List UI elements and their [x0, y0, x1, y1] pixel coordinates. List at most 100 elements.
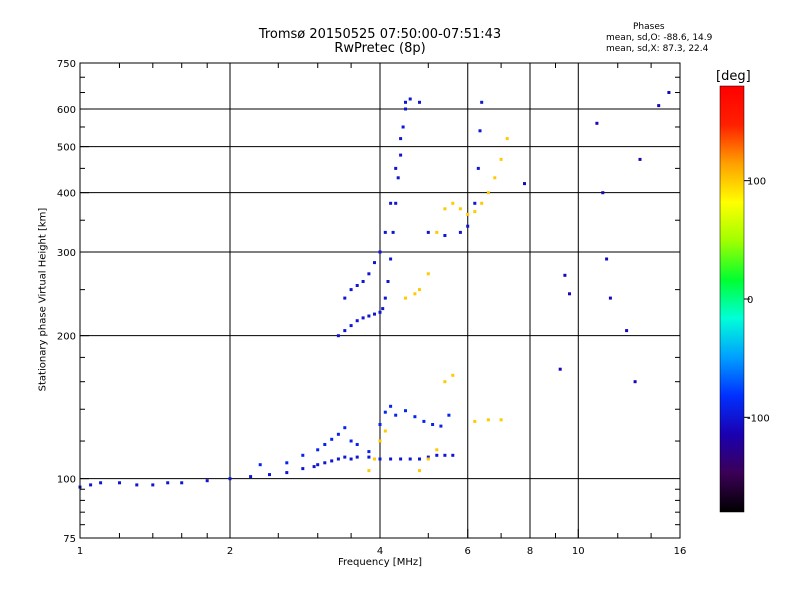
echo-point — [451, 373, 455, 377]
echo-point — [349, 457, 353, 461]
colorbar-tick-label: 0 — [747, 295, 753, 306]
echo-point — [381, 307, 385, 311]
echo-point — [443, 234, 447, 237]
echo-point — [563, 273, 567, 277]
y-tick-label: 200 — [57, 332, 76, 343]
x-tick-label: 16 — [674, 546, 687, 557]
echo-point — [323, 461, 327, 465]
echo-point — [343, 426, 347, 430]
x-tick-label: 4 — [377, 546, 383, 557]
echo-point — [657, 104, 661, 108]
echo-point — [404, 296, 407, 300]
echo-point — [413, 415, 417, 419]
echo-point — [451, 453, 455, 457]
echo-point — [166, 481, 170, 485]
echo-point — [435, 448, 439, 452]
echo-point — [228, 477, 232, 481]
echo-point — [418, 457, 421, 461]
colorbar-title: [deg] — [716, 69, 751, 84]
echo-point — [608, 296, 612, 300]
echo-point — [135, 483, 139, 487]
y-tick-label: 75 — [63, 534, 76, 545]
echo-point — [394, 201, 398, 205]
echo-point — [473, 419, 477, 423]
echo-point — [205, 479, 209, 483]
echo-point — [431, 423, 435, 426]
colorbar-gradient — [719, 85, 745, 513]
echo-point — [336, 457, 340, 461]
echo-point — [505, 137, 509, 141]
echo-point — [451, 201, 455, 205]
echo-point — [118, 481, 121, 485]
echo-point — [343, 329, 347, 333]
echo-point — [486, 191, 490, 195]
echo-point — [268, 473, 271, 477]
echo-point — [378, 310, 382, 314]
echo-point — [568, 292, 571, 296]
echo-point — [151, 483, 155, 487]
echo-point — [466, 224, 470, 228]
echo-point — [399, 137, 403, 141]
echo-point — [367, 450, 371, 454]
echo-point — [373, 261, 376, 265]
echo-point — [99, 481, 103, 485]
echo-point — [478, 129, 482, 133]
echo-point — [367, 455, 371, 459]
echo-point — [355, 455, 359, 459]
echo-point — [667, 91, 671, 94]
phases-o-mode-stats: mean, sd,O: -88.6, 14.9 — [606, 33, 713, 43]
echo-point — [458, 230, 462, 234]
echo-point — [399, 153, 403, 157]
echo-point — [404, 409, 407, 413]
chart-title: Tromsø 20150525 07:50:00-07:51:43 — [258, 27, 502, 42]
echo-point — [443, 453, 447, 457]
echo-point — [383, 429, 387, 433]
echo-point — [301, 467, 305, 471]
echo-point — [435, 230, 439, 234]
echo-point — [408, 457, 412, 461]
echo-point — [383, 230, 387, 234]
x-tick-label: 1 — [77, 546, 83, 557]
y-tick-label: 600 — [57, 105, 76, 116]
echo-point — [476, 166, 480, 170]
echo-point — [443, 207, 447, 211]
echo-point — [330, 459, 334, 463]
echo-point — [249, 475, 253, 479]
echo-point — [389, 201, 393, 205]
echo-point — [473, 210, 477, 214]
echo-point — [418, 288, 421, 292]
echo-point — [316, 463, 320, 467]
x-tick-label: 8 — [527, 546, 533, 557]
echo-point — [439, 424, 443, 428]
echo-point — [493, 176, 497, 180]
echo-point — [361, 280, 365, 283]
echo-point — [408, 97, 412, 101]
echo-point — [316, 448, 320, 452]
echo-point — [386, 280, 390, 283]
echo-point — [383, 410, 387, 414]
echo-point — [447, 413, 451, 417]
echo-point — [367, 469, 371, 473]
echo-point — [391, 230, 395, 234]
echo-point — [595, 121, 599, 125]
echo-point — [301, 453, 305, 457]
echo-point — [499, 418, 503, 422]
echo-point — [480, 201, 484, 205]
echo-point — [399, 457, 403, 461]
echo-point — [396, 176, 400, 180]
echo-point — [349, 324, 353, 328]
echo-point — [633, 380, 637, 384]
colorbar-tick-label: 100 — [747, 177, 766, 188]
x-tick-label: 2 — [227, 546, 233, 557]
echo-point — [426, 455, 430, 459]
echo-point — [601, 191, 605, 195]
grid — [80, 63, 680, 538]
echo-point — [378, 250, 382, 254]
echo-point — [422, 419, 426, 423]
echo-point — [312, 465, 316, 469]
echo-point — [418, 469, 421, 473]
axes: 1 2 4 6 8 10 16 75 100 200 300 400 500 600 750 — [57, 59, 686, 557]
echo-point — [389, 257, 393, 261]
echo-point — [378, 457, 382, 461]
